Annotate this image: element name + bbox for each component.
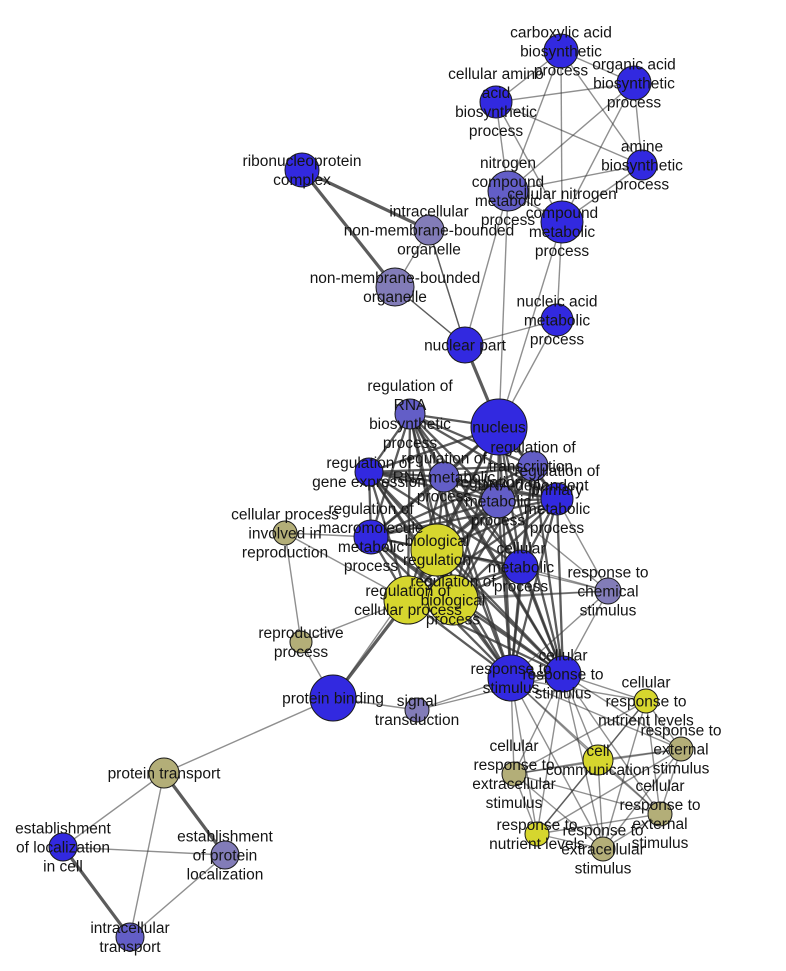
svg-text:protein binding: protein binding [282, 690, 384, 707]
svg-text:nuclear part: nuclear part [424, 337, 507, 354]
svg-text:protein transport: protein transport [108, 765, 222, 782]
svg-text:nucleus: nucleus [472, 419, 526, 436]
